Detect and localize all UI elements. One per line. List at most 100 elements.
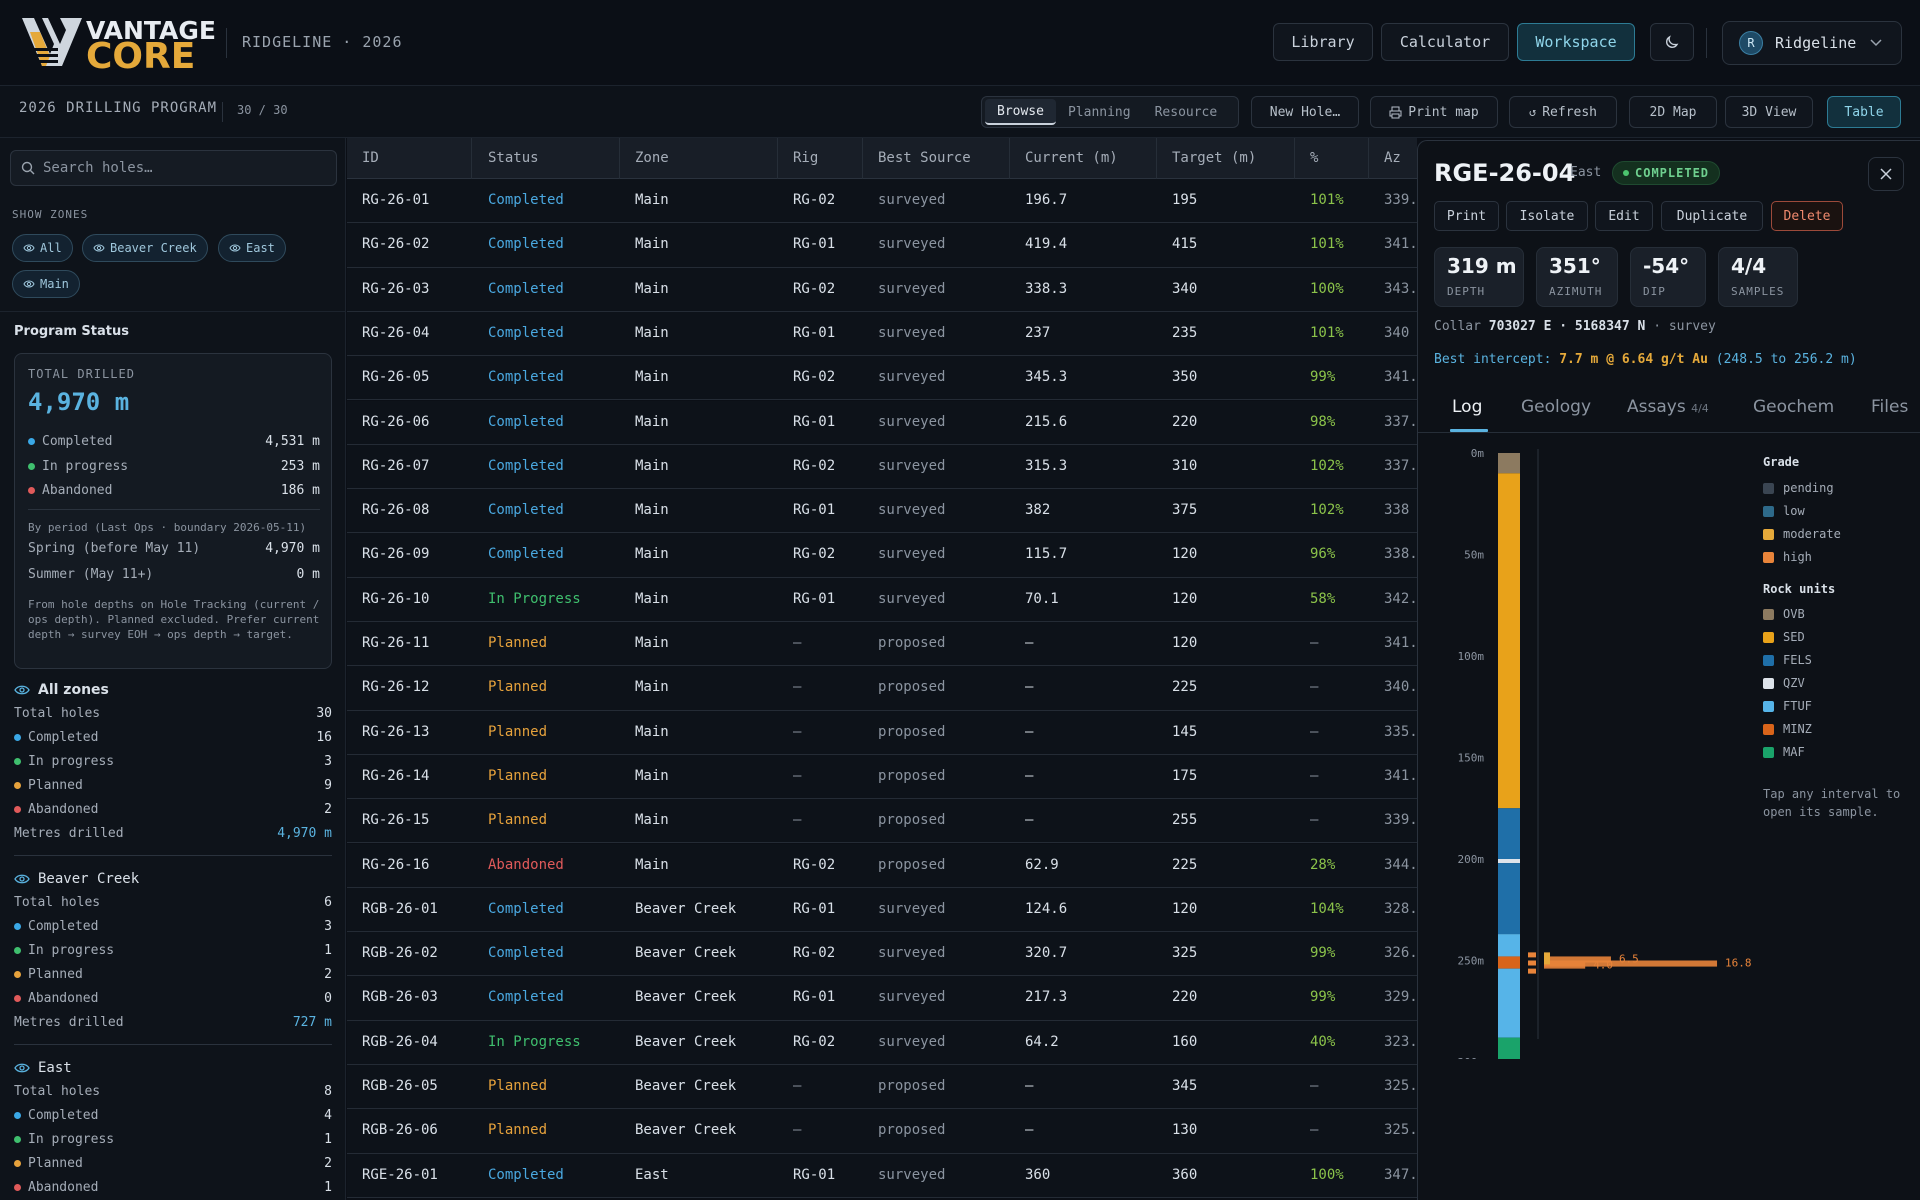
table-row[interactable]: RG-26-05 Completed Main RG-02 surveyed 345.3 3… bbox=[347, 356, 1417, 401]
hole-id-cell: RG-26-09 bbox=[362, 546, 430, 563]
new-hole-button[interactable]: New Hole… bbox=[1251, 96, 1359, 128]
view-3d-button[interactable]: 3D View bbox=[1725, 96, 1813, 128]
tab-geology[interactable]: Geology bbox=[1521, 397, 1591, 417]
tab-geochem[interactable]: Geochem bbox=[1753, 397, 1834, 417]
rock-interval-fels[interactable] bbox=[1498, 808, 1520, 859]
table-row[interactable]: RGB-26-06 Planned Beaver Creek — proposed — 13… bbox=[347, 1109, 1417, 1154]
percent-cell: 98% bbox=[1310, 413, 1336, 430]
source-cell: surveyed bbox=[878, 590, 946, 607]
zone-title[interactable]: All zones bbox=[14, 679, 332, 701]
column-header[interactable]: Zone bbox=[635, 150, 669, 166]
search-input[interactable] bbox=[43, 160, 323, 176]
search-icon bbox=[21, 161, 35, 175]
vantage-core-logo[interactable]: VANTAGE CORE bbox=[20, 14, 216, 77]
column-header[interactable]: Target (m) bbox=[1172, 150, 1257, 166]
table-row[interactable]: RGB-26-02 Completed Beaver Creek RG-02 surve… bbox=[347, 932, 1417, 977]
table-row[interactable]: RG-26-09 Completed Main RG-02 surveyed 115.7 1… bbox=[347, 533, 1417, 578]
column-header[interactable]: Rig bbox=[793, 150, 819, 166]
table-row[interactable]: RGB-26-03 Completed Beaver Creek RG-01 surve… bbox=[347, 976, 1417, 1021]
eye-icon bbox=[14, 685, 30, 695]
print-button[interactable]: Print bbox=[1434, 201, 1499, 231]
table-row[interactable]: RGB-26-04 In Progress Beaver Creek RG-02 sur… bbox=[347, 1020, 1417, 1065]
rock-interval-ftuf[interactable] bbox=[1498, 968, 1520, 1038]
duplicate-button[interactable]: Duplicate bbox=[1661, 201, 1763, 231]
workspace-button[interactable]: Workspace bbox=[1517, 23, 1635, 61]
percent-cell: 104% bbox=[1310, 900, 1344, 917]
zone-title[interactable]: Beaver Creek bbox=[14, 868, 332, 890]
zone-chip-main[interactable]: Main bbox=[12, 270, 80, 298]
table-row[interactable]: RG-26-03 Completed Main RG-02 surveyed 338.3 3… bbox=[347, 267, 1417, 312]
hole-id-cell: RGB-26-04 bbox=[362, 1033, 438, 1050]
table-row[interactable]: RG-26-06 Completed Main RG-01 surveyed 215.6 2… bbox=[347, 400, 1417, 445]
library-button[interactable]: Library bbox=[1273, 23, 1373, 61]
rock-interval-maf[interactable] bbox=[1498, 1037, 1520, 1059]
azimuth-cell: 339. bbox=[1384, 192, 1417, 208]
grade-bar[interactable] bbox=[1544, 956, 1611, 963]
rock-interval-ovb[interactable] bbox=[1498, 453, 1520, 474]
column-header[interactable]: % bbox=[1310, 150, 1319, 166]
refresh-button[interactable]: ↺ Refresh bbox=[1509, 96, 1617, 128]
mode-resource-button[interactable]: Resource bbox=[1154, 104, 1218, 120]
log-legend-note: Tap any interval to open its sample. bbox=[1763, 787, 1901, 819]
table-row[interactable]: RG-26-04 Completed Main RG-01 surveyed 237 235… bbox=[347, 311, 1417, 357]
table-row[interactable]: RGB-26-01 Completed Beaver Creek RG-01 surve… bbox=[347, 887, 1417, 933]
target-depth-cell: 340 bbox=[1172, 280, 1198, 297]
tab-assays[interactable]: Assays 4/4 bbox=[1627, 397, 1709, 417]
rock-interval-sed[interactable] bbox=[1498, 473, 1520, 809]
mode-browse-button[interactable]: Browse bbox=[985, 99, 1056, 125]
zone-cell: Beaver Creek bbox=[635, 1078, 737, 1094]
table-row[interactable]: RG-26-14 Planned Main — proposed — 175 — 341. bbox=[347, 754, 1417, 800]
zone-stat-value: 1 bbox=[324, 1131, 332, 1147]
edit-button[interactable]: Edit bbox=[1595, 201, 1653, 231]
table-row[interactable]: RGB-26-05 Planned Beaver Creek — proposed — 34… bbox=[347, 1065, 1417, 1110]
legend-swatch bbox=[1763, 528, 1774, 540]
zone-title[interactable]: East bbox=[14, 1057, 332, 1079]
table-row[interactable]: RG-26-12 Planned Main — proposed — 225 — 340. bbox=[347, 666, 1417, 711]
hole-id-cell: RGB-26-06 bbox=[362, 1122, 438, 1139]
zone-chip-all[interactable]: All bbox=[12, 234, 73, 262]
map-2d-button[interactable]: 2D Map bbox=[1629, 96, 1717, 128]
table-row[interactable]: RG-26-07 Completed Main RG-02 surveyed 315.3 3… bbox=[347, 444, 1417, 490]
percent-cell: 101% bbox=[1310, 236, 1344, 253]
grade-bar[interactable] bbox=[1544, 960, 1718, 967]
table-row[interactable]: RG-26-02 Completed Main RG-01 surveyed 419.4 4… bbox=[347, 223, 1417, 268]
azimuth-cell: 338 bbox=[1384, 502, 1410, 519]
print-map-button[interactable]: Print map bbox=[1370, 96, 1498, 128]
rock-interval-ftuf[interactable] bbox=[1498, 934, 1520, 957]
target-depth-cell: 225 bbox=[1172, 856, 1198, 873]
zone-cell: Main bbox=[635, 324, 669, 341]
tab-log[interactable]: Log bbox=[1452, 397, 1482, 417]
table-row[interactable]: RG-26-11 Planned Main — proposed — 120 — 341. bbox=[347, 622, 1417, 667]
column-header[interactable]: Current (m) bbox=[1025, 150, 1118, 166]
column-header[interactable]: ID bbox=[362, 150, 379, 166]
status-dot bbox=[1623, 170, 1629, 176]
table-row[interactable]: RG-26-16 Abandoned Main RG-02 proposed 62.9 22… bbox=[347, 843, 1417, 888]
table-row[interactable]: RG-26-01 Completed Main RG-02 surveyed 196.7 1… bbox=[347, 179, 1417, 224]
theme-toggle-button[interactable] bbox=[1650, 23, 1694, 61]
table-row[interactable]: RG-26-15 Planned Main — proposed — 255 — 339. bbox=[347, 799, 1417, 844]
column-header[interactable]: Az bbox=[1384, 150, 1401, 166]
user-menu-button[interactable]: R Ridgeline bbox=[1722, 21, 1902, 65]
column-header[interactable]: Status bbox=[488, 150, 539, 166]
table-view-button[interactable]: Table bbox=[1827, 96, 1901, 128]
zone-chip-beaver-creek[interactable]: Beaver Creek bbox=[82, 234, 208, 262]
rock-interval-qzv[interactable] bbox=[1498, 859, 1520, 864]
table-row[interactable]: RGE-26-01 Completed East RG-01 surveyed 360 36… bbox=[347, 1153, 1417, 1198]
close-button[interactable] bbox=[1868, 157, 1904, 191]
table-row[interactable]: RG-26-08 Completed Main RG-01 surveyed 382 375… bbox=[347, 489, 1417, 534]
column-header[interactable]: Best Source bbox=[878, 150, 971, 166]
calculator-button[interactable]: Calculator bbox=[1381, 23, 1509, 61]
search-box[interactable] bbox=[10, 150, 337, 186]
isolate-button[interactable]: Isolate bbox=[1506, 201, 1588, 231]
table-row[interactable]: RG-26-10 In Progress Main RG-01 surveyed 70.1… bbox=[347, 577, 1417, 622]
status-dot bbox=[14, 1183, 21, 1191]
rig-cell: RG-01 bbox=[793, 1166, 836, 1183]
rock-interval-fels[interactable] bbox=[1498, 863, 1520, 935]
delete-button[interactable]: Delete bbox=[1771, 201, 1843, 231]
mode-planning-button[interactable]: Planning bbox=[1067, 104, 1131, 120]
zone-chip-east[interactable]: East bbox=[218, 234, 286, 262]
source-cell: proposed bbox=[878, 1078, 946, 1094]
tab-files[interactable]: Files bbox=[1871, 397, 1908, 417]
rock-interval-minz[interactable] bbox=[1498, 956, 1520, 969]
table-row[interactable]: RG-26-13 Planned Main — proposed — 145 — 335. bbox=[347, 710, 1417, 755]
